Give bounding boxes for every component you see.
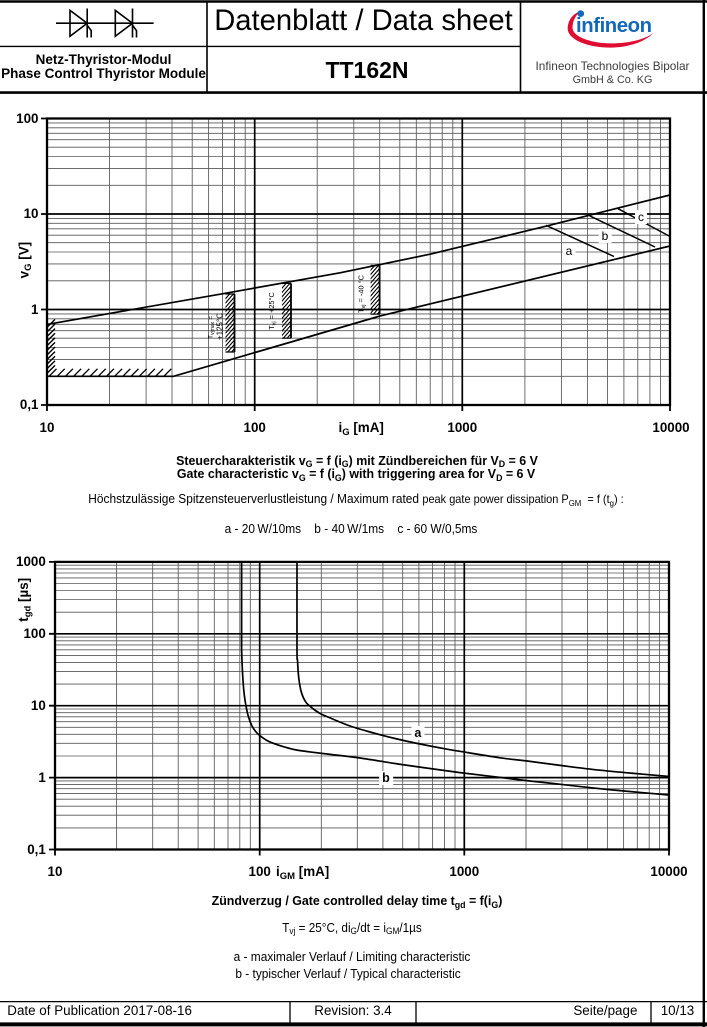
svg-text:tgd [µs]: tgd [µs] xyxy=(16,578,34,622)
svg-text:Tvj = -40 °C: Tvj = -40 °C xyxy=(357,274,368,313)
svg-text:vG [V]: vG [V] xyxy=(16,242,33,278)
svg-text:Tvj = +25°C: Tvj = +25°C xyxy=(267,292,278,330)
svg-text:Tvjmax =: Tvjmax = xyxy=(208,316,216,339)
svg-text:+125°C: +125°C xyxy=(216,313,225,340)
